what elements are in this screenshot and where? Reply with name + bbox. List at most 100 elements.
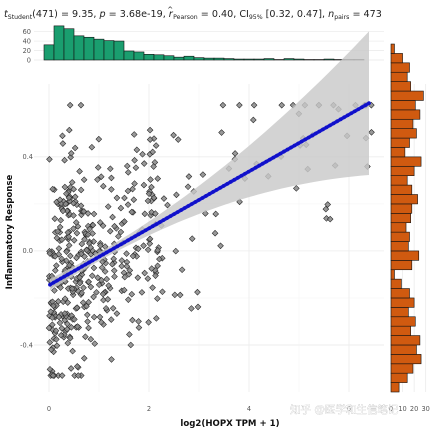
y-hist-bar bbox=[390, 307, 409, 318]
scatter-point bbox=[70, 212, 77, 219]
scatter-point bbox=[134, 274, 142, 281]
scatter-point bbox=[188, 235, 196, 242]
regression-line-dot bbox=[122, 240, 127, 245]
regression-line-dot bbox=[72, 268, 77, 273]
scatter-point bbox=[73, 363, 81, 370]
scatter-point bbox=[57, 216, 64, 224]
regression-line-dot bbox=[172, 212, 176, 217]
scatter-point bbox=[84, 318, 91, 325]
y-hist-bar bbox=[390, 260, 413, 271]
regression-line-dot bbox=[306, 135, 311, 140]
regression-line-dot bbox=[310, 133, 315, 138]
y-hist-bar bbox=[390, 382, 400, 393]
scatter-point bbox=[99, 258, 106, 266]
x-hist-bar bbox=[213, 57, 225, 61]
y-hist-bar bbox=[390, 372, 408, 383]
scatter-point bbox=[67, 153, 74, 161]
scatter-point bbox=[56, 196, 64, 204]
scatter-point bbox=[149, 284, 156, 291]
y-hist-bar bbox=[390, 344, 417, 355]
regression-line-dot bbox=[278, 151, 283, 156]
x-hist-bar bbox=[263, 58, 275, 61]
scatter-point bbox=[250, 101, 258, 109]
scatter-point bbox=[52, 327, 60, 335]
scatter-point bbox=[80, 208, 88, 215]
scatter-point bbox=[67, 252, 74, 260]
y-hist-bar bbox=[390, 203, 413, 214]
scatter-point bbox=[173, 191, 180, 199]
y-hist-bar bbox=[390, 165, 415, 176]
scatter-point bbox=[53, 336, 60, 343]
scatter-point bbox=[65, 194, 73, 201]
scatter-point bbox=[80, 355, 88, 362]
scatter-point bbox=[144, 275, 152, 282]
regression-line-dot bbox=[367, 101, 371, 106]
regression-line-dot bbox=[157, 220, 162, 225]
scatter-point bbox=[70, 225, 77, 232]
scatter-point bbox=[46, 156, 53, 163]
scatter-point bbox=[55, 251, 63, 258]
scatter-point bbox=[146, 136, 154, 143]
regression-line-dot bbox=[335, 119, 339, 124]
scatter-point bbox=[58, 255, 65, 263]
scatter-point bbox=[95, 281, 103, 289]
scatter-point bbox=[217, 242, 224, 250]
scatter-point bbox=[121, 273, 129, 281]
regression-line-dot bbox=[274, 153, 279, 158]
regression-line-dot bbox=[140, 230, 145, 235]
regression-line-dot bbox=[147, 226, 152, 231]
y-hist-tick-label: 0 bbox=[389, 405, 393, 413]
scatter-point bbox=[129, 185, 136, 193]
scatter-point bbox=[63, 248, 70, 255]
x-hist-tick-label: 60 bbox=[23, 28, 31, 36]
scatter-point bbox=[146, 126, 154, 134]
scatter-point bbox=[76, 168, 83, 175]
regression-line-dot bbox=[204, 194, 208, 198]
regression-line-dot bbox=[253, 165, 258, 170]
scatter-point bbox=[250, 116, 257, 124]
scatter-point bbox=[115, 233, 122, 240]
regression-line-dot bbox=[246, 169, 251, 174]
scatter-point bbox=[53, 262, 60, 269]
scatter-point bbox=[326, 215, 334, 223]
scatter-point bbox=[212, 210, 220, 218]
scatter-point bbox=[68, 179, 76, 186]
subtitle-part: pairs bbox=[334, 14, 349, 21]
scatter-point bbox=[154, 295, 161, 302]
scatter-point bbox=[70, 237, 78, 244]
scatter-point bbox=[64, 339, 72, 347]
scatter-point bbox=[49, 185, 56, 193]
x-hist-bar bbox=[233, 58, 245, 61]
scatter-point bbox=[90, 238, 97, 245]
scatter-point bbox=[56, 223, 64, 231]
regression-line-dot bbox=[264, 159, 269, 164]
regression-line-dot bbox=[324, 125, 329, 130]
regression-line-dot bbox=[115, 244, 120, 249]
x-hist-bar bbox=[93, 38, 105, 61]
scatter-point bbox=[153, 315, 160, 322]
scatter-point bbox=[51, 215, 59, 222]
scatter-point bbox=[101, 268, 109, 275]
regression-line-dot bbox=[65, 272, 70, 277]
scatter-point bbox=[211, 229, 219, 237]
scatter-point bbox=[124, 187, 132, 195]
regression-line-dot bbox=[257, 163, 262, 168]
regression-line-dot bbox=[87, 260, 91, 265]
scatter-point bbox=[178, 266, 186, 274]
regression-line-dot bbox=[182, 206, 187, 210]
x-tick-label: 6 bbox=[347, 405, 351, 413]
scatter-point bbox=[47, 308, 55, 315]
scatter-point bbox=[45, 324, 53, 332]
scatter-point bbox=[127, 341, 135, 349]
scatter-point bbox=[202, 210, 209, 217]
scatter-point bbox=[107, 165, 114, 173]
scatter-point bbox=[50, 302, 57, 310]
y-hist-bar bbox=[390, 90, 424, 101]
scatter-point bbox=[68, 285, 76, 292]
scatter-point bbox=[109, 260, 116, 268]
scatter-point bbox=[71, 316, 78, 323]
scatter-point bbox=[111, 273, 118, 280]
scatter-point bbox=[67, 150, 75, 157]
x-hist-bar bbox=[123, 50, 135, 61]
regression-line-dot bbox=[175, 210, 180, 214]
